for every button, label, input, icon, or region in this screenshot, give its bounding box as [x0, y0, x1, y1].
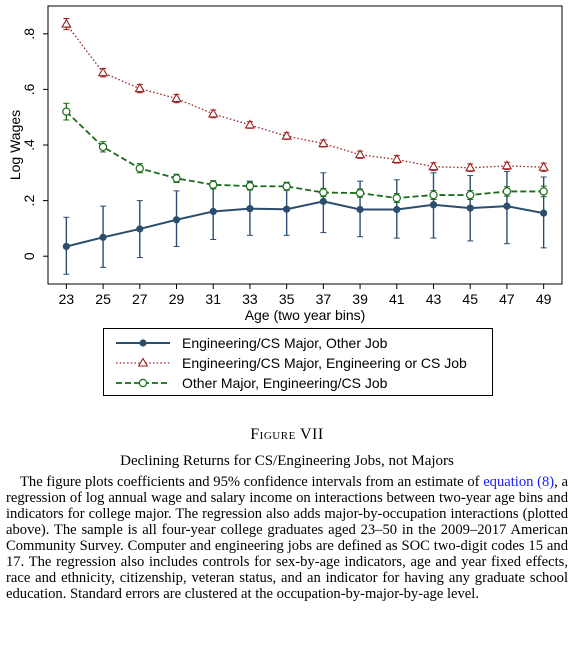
x-tick-label: 23: [59, 291, 75, 307]
x-tick-label: 39: [352, 291, 368, 307]
data-point: [135, 164, 144, 173]
data-point: [62, 242, 70, 251]
plot-frame: [47, 5, 563, 285]
legend-swatch-0: [116, 339, 170, 347]
x-tick-label: 41: [389, 291, 405, 307]
legend-item-0: Engineering/CS Major, Other Job: [114, 333, 387, 353]
legend-label-0: Engineering/CS Major, Other Job: [182, 335, 388, 351]
data-point: [283, 205, 291, 213]
data-point: [62, 107, 71, 116]
x-tick-label: 43: [426, 291, 442, 307]
data-point: [209, 180, 218, 189]
data-point: [172, 174, 181, 183]
figure-caption: The figure plots coefficients and 95% co…: [6, 474, 568, 602]
data-point: [391, 153, 403, 164]
data-point: [246, 205, 254, 213]
series-line: [65, 110, 544, 200]
data-point: [464, 162, 476, 172]
data-point: [134, 82, 146, 93]
data-point: [97, 67, 109, 77]
data-point: [355, 188, 365, 198]
legend-swatch-2: [116, 378, 170, 388]
series-0: [62, 170, 548, 275]
x-tick-label: 49: [536, 291, 552, 307]
data-point: [393, 205, 401, 214]
data-point: [209, 207, 217, 216]
data-point: [136, 225, 144, 233]
series-layer: [61, 18, 549, 275]
data-point: [466, 190, 475, 200]
y-tick-label: .8: [21, 28, 37, 40]
series-1: [61, 18, 549, 172]
data-point: [61, 18, 72, 28]
data-point: [502, 187, 512, 196]
series-line: [65, 23, 544, 169]
data-point: [99, 233, 107, 241]
y-tick-label: .6: [21, 83, 37, 95]
data-point: [318, 138, 329, 148]
data-point: [503, 202, 511, 210]
x-tick-label: 47: [499, 291, 515, 307]
legend-label-2: Other Major, Engineering/CS Job: [182, 375, 388, 391]
data-point: [244, 119, 256, 129]
caption-text-pre: The figure plots coefficients and 95% co…: [20, 474, 484, 490]
data-point: [245, 181, 255, 191]
legend: Engineering/CS Major, Other Job Engineer…: [103, 328, 493, 396]
legend-item-2: Other Major, Engineering/CS Job: [114, 373, 387, 393]
data-point: [540, 209, 548, 217]
data-point: [429, 201, 438, 209]
data-point: [172, 216, 181, 224]
legend-swatch-1: [116, 357, 170, 367]
data-point: [98, 142, 108, 152]
x-tick-label: 35: [279, 291, 295, 307]
figure-label: Figure VII: [250, 426, 324, 443]
series-2: [62, 102, 548, 204]
x-axis-label: Age (two year bins): [245, 307, 366, 323]
data-point: [538, 161, 549, 171]
data-point: [356, 205, 364, 214]
data-point: [282, 182, 291, 191]
data-point: [207, 108, 219, 118]
chart: 23 25 27 29 31 33 35 37 39 41 43 45 47 49 Age (two yea…: [7, 5, 563, 323]
legend-label-1: Engineering/CS Major, Engineering or CS …: [182, 355, 467, 371]
legend-item-1: Engineering/CS Major, Engineering or CS …: [114, 353, 467, 373]
x-tick-label: 33: [242, 291, 258, 307]
data-point: [171, 92, 182, 103]
figure-title: Declining Returns for CS/Engineering Job…: [120, 453, 454, 469]
x-tick-label: 29: [169, 291, 185, 307]
equation-link[interactable]: equation (8): [483, 474, 555, 490]
series-line: [66, 200, 544, 248]
x-tick-label: 31: [205, 291, 221, 307]
data-point: [501, 160, 513, 170]
data-point: [319, 197, 327, 206]
x-tick-label: 37: [316, 291, 332, 307]
y-axis-label: Log Wages: [7, 110, 23, 180]
y-tick-label: .2: [21, 195, 37, 207]
data-point: [354, 149, 366, 159]
x-tick-label: 27: [132, 291, 148, 307]
data-point: [466, 204, 474, 212]
x-tick-label: 25: [95, 291, 111, 307]
x-tick-label: 45: [462, 291, 478, 307]
axes: 23 25 27 29 31 33 35 37 39 41 43 45 47 49 Age (two yea…: [7, 5, 563, 323]
y-tick-label: .4: [21, 139, 37, 151]
data-point: [392, 193, 401, 203]
y-tick-label: 0: [21, 252, 37, 260]
caption-text-post: , a regression of log annual wage and sa…: [6, 474, 569, 602]
data-point: [429, 190, 438, 200]
data-point: [319, 188, 328, 197]
data-point: [539, 187, 548, 196]
data-point: [281, 130, 292, 140]
data-point: [428, 161, 439, 171]
